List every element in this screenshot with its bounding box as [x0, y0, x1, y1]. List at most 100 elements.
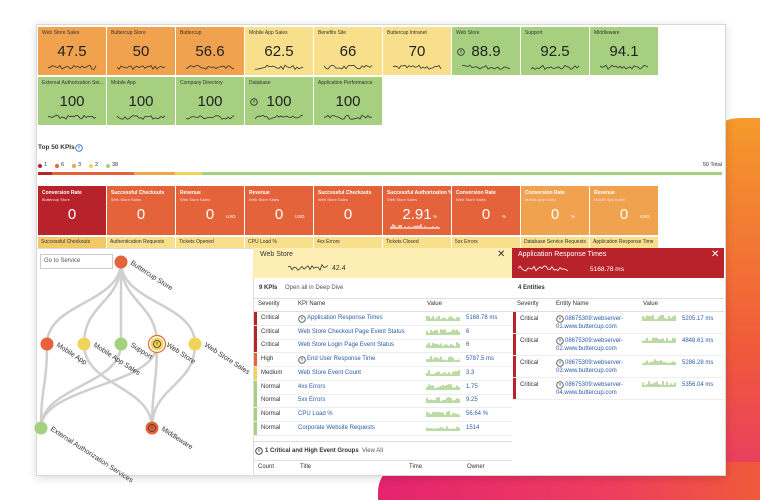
column-header[interactable]: Severity: [258, 301, 280, 307]
tile-title: Web Store Sales: [42, 30, 80, 36]
map-edge: [150, 343, 197, 429]
kpi-value: 56.64 %: [466, 410, 489, 417]
entity-name[interactable]: 08675309:webserver-: [565, 360, 624, 366]
column-header[interactable]: Entity Name: [556, 301, 589, 307]
alert-icon: [556, 315, 564, 323]
kpi-name[interactable]: 4xx Errors: [298, 383, 326, 390]
kpi-name[interactable]: Corporate Website Requests: [298, 424, 375, 431]
alert-icon: [75, 144, 83, 152]
column-header[interactable]: Severity: [517, 301, 539, 307]
severity: Normal: [261, 410, 281, 417]
kpi-tile[interactable]: [521, 186, 589, 235]
view-all-link[interactable]: View All: [362, 448, 383, 454]
kpi-value: 0: [481, 206, 491, 223]
kpi-name[interactable]: Web Store Login Page Event Status: [298, 342, 394, 349]
kpi-footer: [590, 237, 658, 248]
icon-ring: [250, 98, 258, 106]
row-divider: [253, 366, 512, 368]
close-button[interactable]: ✕: [497, 249, 506, 260]
sparkline: [254, 64, 304, 71]
column-header[interactable]: KPI Name: [298, 301, 326, 307]
sparkline: [426, 410, 460, 417]
row-divider: [253, 393, 512, 395]
sparkline: [47, 64, 97, 70]
entity-name[interactable]: 08675309:webserver-: [565, 382, 624, 388]
kpi-title: Revenue: [180, 190, 201, 196]
service-tile[interactable]: [452, 27, 520, 75]
tile-title: Mobile App Sales: [249, 30, 288, 36]
kpi-name[interactable]: CPU Load %: [298, 410, 333, 417]
entity-name[interactable]: 08675309:webserver-: [565, 316, 624, 322]
entity-name[interactable]: 02.www.buttercup.com: [556, 346, 617, 352]
map-node[interactable]: [114, 255, 128, 269]
alert-icon: [556, 359, 564, 367]
kpi-tile[interactable]: [107, 186, 175, 235]
severity-bar: [513, 334, 516, 355]
severity-bar: [254, 407, 257, 421]
severity-bar: [254, 421, 257, 435]
map-node[interactable]: [188, 337, 202, 351]
tile-title: Company Directory: [180, 80, 223, 86]
sparkline: [642, 337, 676, 343]
kpi-value: 1514: [466, 424, 480, 431]
service-tile[interactable]: [245, 27, 313, 75]
kpi-tile[interactable]: [590, 186, 658, 235]
panel-header: [253, 248, 512, 278]
kpi-footer: [245, 237, 313, 248]
kpi-name[interactable]: Web Store Event Count: [298, 369, 361, 376]
kpi-footer: [176, 237, 244, 248]
map-node[interactable]: [114, 337, 128, 351]
column-header[interactable]: Count: [258, 464, 275, 470]
kpi-tile[interactable]: [176, 186, 244, 235]
legend-dot: [89, 164, 93, 168]
kpi-tile[interactable]: [452, 186, 520, 235]
search-input[interactable]: Go to Service: [40, 254, 113, 269]
kpi-count: 9 KPIs: [259, 285, 278, 291]
map-node[interactable]: [34, 421, 48, 435]
column-header[interactable]: Time: [409, 464, 423, 470]
sparkline: [323, 114, 373, 120]
severity-bar: [513, 356, 516, 377]
kpi-name[interactable]: Application Response Times: [307, 315, 383, 321]
sparkline: [462, 64, 511, 70]
severity: Critical: [261, 328, 280, 335]
column-header[interactable]: Owner: [467, 464, 485, 470]
table-header-bg: [512, 298, 724, 312]
entity-value: 4848.61 ms: [682, 338, 714, 344]
map-node[interactable]: [77, 337, 91, 351]
column-header[interactable]: Value: [427, 301, 442, 307]
kpi-value: 3.3: [466, 369, 475, 376]
column-header[interactable]: Value: [643, 301, 658, 307]
table-header-bg: [253, 298, 512, 312]
severity: Critical: [520, 338, 539, 344]
kpi-subtitle: Mobile App Sales: [525, 197, 556, 202]
spark-line: [116, 64, 166, 70]
kpi-bar-segment: [51, 172, 134, 175]
kpi-name[interactable]: 5xx Errors: [298, 397, 326, 404]
entity-name[interactable]: 08675309:webserver-: [565, 338, 624, 344]
severity: Critical: [261, 315, 280, 321]
entity-name[interactable]: 03.www.buttercup.com: [556, 368, 617, 374]
row-divider: [253, 420, 512, 422]
severity-bar: [254, 394, 257, 408]
legend-count: 2: [95, 162, 99, 168]
kpi-tile[interactable]: [38, 186, 106, 235]
sparkline: [390, 224, 440, 229]
sparkline: [185, 64, 235, 70]
entity-name[interactable]: 04.www.buttercup.com: [556, 390, 617, 396]
kpi-name[interactable]: End User Response Time: [307, 356, 376, 363]
deep-dive-link[interactable]: Open all in Deep Dive: [285, 285, 344, 291]
kpi-name[interactable]: Web Store Checkout Page Event Status: [298, 328, 405, 335]
kpi-value: 1.75: [466, 383, 478, 390]
table-header-bg: [253, 460, 512, 474]
close-button[interactable]: ✕: [711, 249, 720, 260]
spark-line: [323, 64, 373, 70]
entity-name[interactable]: 01.www.buttercup.com: [556, 324, 617, 330]
sparkline: [185, 115, 235, 120]
map-node[interactable]: [40, 337, 54, 351]
service-tile[interactable]: [38, 27, 106, 75]
kpi-tile[interactable]: [314, 186, 382, 235]
column-header[interactable]: Title: [300, 464, 312, 470]
kpi-tile[interactable]: [245, 186, 313, 235]
alert-icon: [298, 356, 306, 364]
